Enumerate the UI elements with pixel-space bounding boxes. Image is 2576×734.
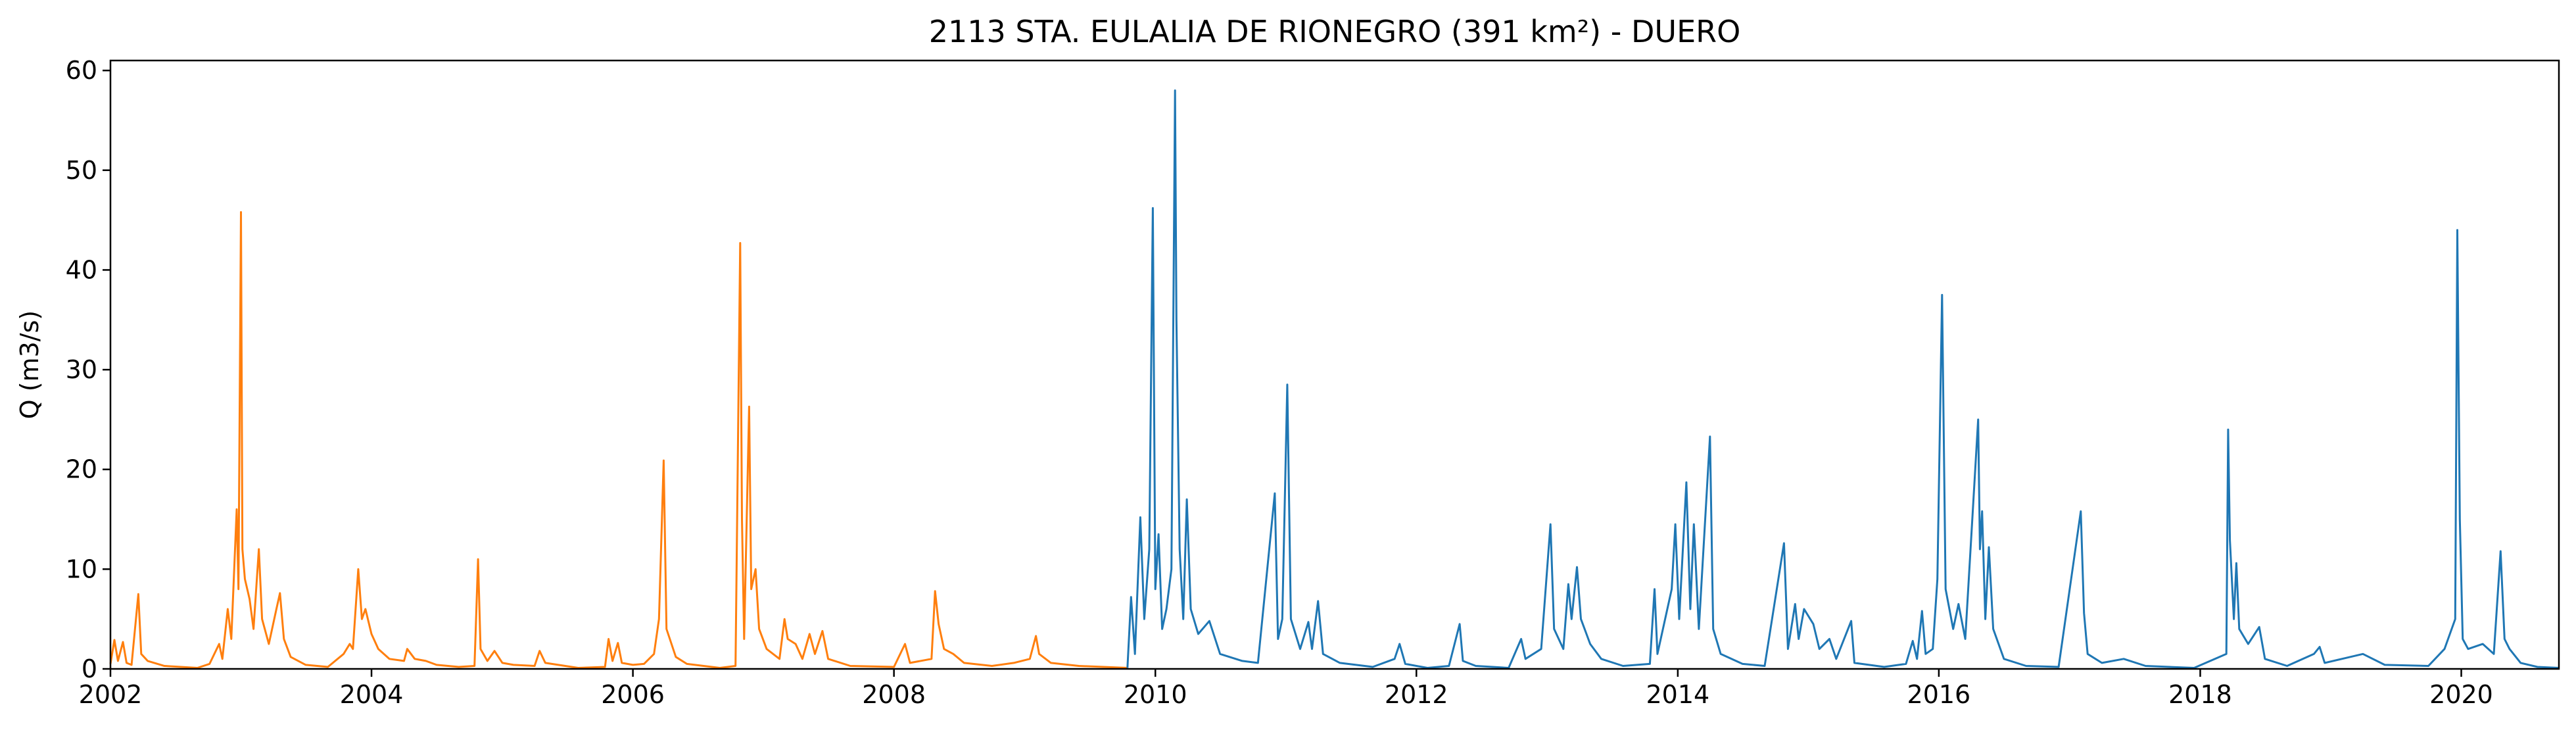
- y-tick-label: 30: [66, 355, 97, 384]
- x-tick-label: 2012: [1385, 680, 1448, 709]
- chart-title: 2113 STA. EULALIA DE RIONEGRO (391 km²) …: [929, 14, 1741, 49]
- axes-layer: 0 10 20 30 40 50 60 2002 2004 2006 2008 2010 2012 201…: [66, 56, 2493, 709]
- series-line-1: [109, 211, 1128, 669]
- x-tick-label: 2014: [1646, 680, 1710, 709]
- x-tick-label: 2010: [1124, 680, 1187, 709]
- y-axis-label: Q (m3/s): [15, 310, 44, 419]
- x-tick-label: 2002: [79, 680, 143, 709]
- y-tick-label: 20: [66, 455, 97, 484]
- x-tick-label: 2016: [1907, 680, 1971, 709]
- x-tick-label: 2006: [601, 680, 665, 709]
- x-tick-label: 2018: [2168, 680, 2232, 709]
- plot-frame: [109, 59, 2560, 670]
- y-tick-label: 40: [66, 255, 97, 284]
- series-layer: [109, 89, 2560, 669]
- y-tick-label: 60: [66, 56, 97, 85]
- y-tick-label: 50: [66, 156, 97, 185]
- x-tick-label: 2008: [862, 680, 926, 709]
- x-tick-label: 2020: [2429, 680, 2493, 709]
- x-tick-label: 2004: [340, 680, 404, 709]
- series-line-2: [1126, 89, 2560, 669]
- y-tick-label: 0: [82, 654, 97, 683]
- y-tick-label: 10: [66, 554, 97, 583]
